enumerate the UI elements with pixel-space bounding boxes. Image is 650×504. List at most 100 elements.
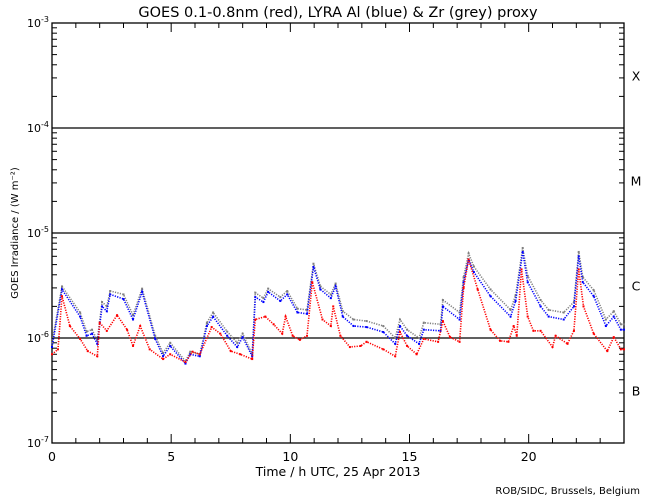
data-point bbox=[398, 318, 401, 321]
data-point bbox=[306, 312, 309, 315]
data-point bbox=[352, 325, 355, 328]
data-point bbox=[219, 332, 222, 335]
data-point bbox=[254, 318, 257, 321]
data-point bbox=[439, 329, 442, 332]
data-point bbox=[499, 339, 502, 342]
x-tick-label: 15 bbox=[402, 449, 418, 464]
data-point bbox=[619, 328, 622, 331]
data-point bbox=[539, 329, 542, 332]
data-point bbox=[592, 289, 595, 292]
data-point bbox=[56, 348, 59, 351]
data-point bbox=[539, 299, 542, 302]
data-point bbox=[279, 296, 282, 299]
data-point bbox=[229, 350, 232, 353]
x-tick-label: 10 bbox=[282, 449, 298, 464]
data-point bbox=[79, 311, 82, 314]
data-point bbox=[205, 321, 208, 324]
data-point bbox=[406, 334, 409, 337]
chart-title: GOES 0.1-0.8nm (red), LYRA Al (blue) & Z… bbox=[138, 5, 538, 21]
data-point bbox=[572, 305, 575, 308]
data-point bbox=[581, 276, 584, 279]
data-point bbox=[264, 315, 267, 318]
data-point bbox=[554, 334, 557, 337]
data-point bbox=[251, 355, 254, 358]
data-point bbox=[489, 328, 492, 331]
data-point bbox=[162, 351, 165, 354]
data-point bbox=[262, 301, 265, 304]
data-point bbox=[441, 299, 444, 302]
data-point bbox=[394, 337, 397, 339]
data-point bbox=[51, 353, 53, 356]
data-point bbox=[68, 325, 71, 328]
data-point bbox=[612, 336, 615, 339]
data-point bbox=[251, 358, 254, 361]
data-point bbox=[604, 325, 607, 328]
data-point bbox=[241, 332, 244, 335]
data-point bbox=[467, 252, 470, 255]
data-point bbox=[489, 295, 492, 298]
data-point bbox=[562, 311, 565, 314]
data-point bbox=[61, 285, 64, 288]
data-point bbox=[101, 301, 104, 304]
data-point bbox=[382, 331, 385, 334]
data-point bbox=[341, 315, 344, 318]
data-point bbox=[512, 325, 515, 328]
data-point bbox=[619, 348, 622, 351]
data-point bbox=[169, 344, 172, 347]
data-point bbox=[472, 265, 475, 268]
data-point bbox=[398, 325, 401, 328]
data-point bbox=[205, 325, 208, 328]
data-point bbox=[162, 355, 165, 358]
data-point bbox=[91, 332, 94, 335]
data-point bbox=[382, 348, 385, 351]
data-point bbox=[298, 338, 301, 341]
data-point bbox=[105, 305, 108, 308]
data-point bbox=[623, 323, 625, 326]
data-point bbox=[141, 287, 144, 290]
data-point bbox=[267, 290, 270, 293]
data-point bbox=[562, 318, 565, 321]
data-point bbox=[132, 314, 135, 317]
data-point bbox=[279, 300, 282, 303]
y-tick-exponent: -6 bbox=[41, 330, 49, 339]
data-point bbox=[619, 323, 622, 326]
data-point bbox=[406, 344, 409, 347]
data-point bbox=[198, 353, 201, 356]
data-point bbox=[422, 321, 425, 324]
data-point bbox=[352, 318, 355, 321]
data-point bbox=[539, 305, 542, 308]
data-point bbox=[321, 318, 324, 321]
data-point bbox=[312, 262, 315, 265]
data-point bbox=[169, 353, 172, 356]
y-tick-base: 10 bbox=[27, 437, 41, 450]
data-point bbox=[415, 353, 418, 356]
data-point bbox=[98, 321, 101, 324]
data-point bbox=[462, 286, 465, 289]
data-point bbox=[96, 339, 99, 342]
data-point bbox=[148, 348, 151, 351]
data-point bbox=[51, 346, 53, 349]
data-point bbox=[418, 342, 421, 345]
y-axis-label: GOES Irradiance / (W m⁻²) bbox=[10, 167, 21, 299]
y-tick-exponent: -7 bbox=[41, 435, 49, 444]
data-point bbox=[284, 315, 287, 318]
data-point bbox=[189, 350, 192, 353]
x-axis-label: Time / h UTC, 25 Apr 2013 bbox=[255, 464, 421, 479]
data-point bbox=[61, 288, 64, 291]
data-point bbox=[439, 323, 442, 326]
data-point bbox=[254, 291, 257, 294]
series-grey bbox=[51, 246, 625, 363]
data-point bbox=[139, 325, 142, 328]
x-tick-label: 0 bbox=[48, 449, 56, 464]
data-point bbox=[339, 334, 342, 337]
data-point bbox=[577, 250, 580, 253]
y-tick-label: 10-4 bbox=[27, 120, 49, 135]
data-point bbox=[334, 282, 337, 285]
credit-text: ROB/SIDC, Brussels, Belgium bbox=[495, 486, 640, 497]
data-point bbox=[122, 298, 125, 301]
data-point bbox=[154, 334, 157, 337]
y-tick-base: 10 bbox=[27, 332, 41, 345]
y-tick-label: 10-5 bbox=[27, 225, 49, 240]
